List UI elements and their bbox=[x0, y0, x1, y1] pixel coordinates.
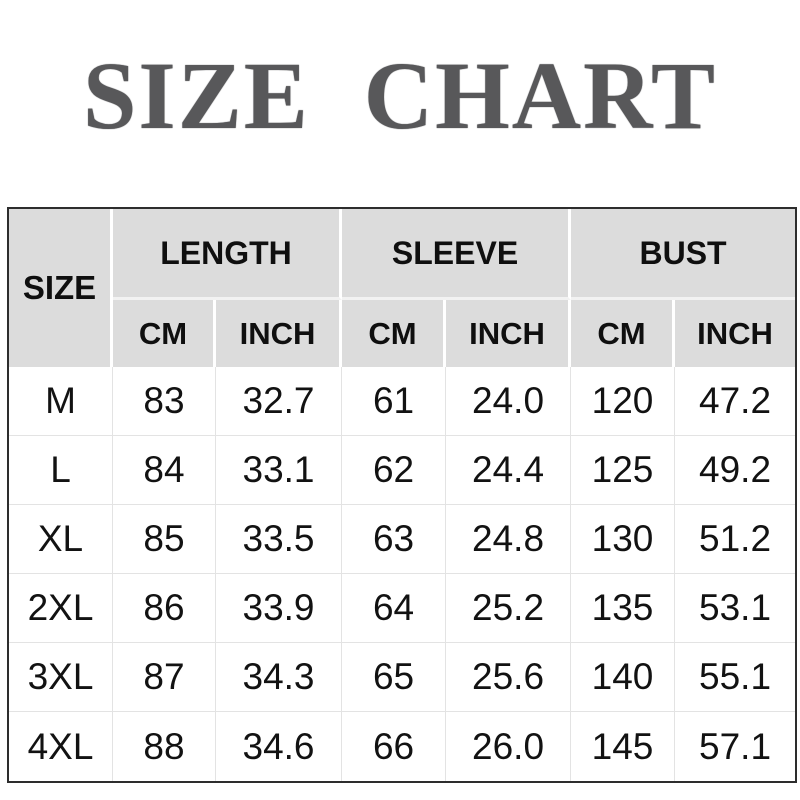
bust-inch-cell: 47.2 bbox=[675, 367, 796, 436]
subheader-sleeve-cm: CM bbox=[342, 300, 447, 367]
subheader-length-inch: INCH bbox=[216, 300, 343, 367]
size-label-cell: 2XL bbox=[9, 574, 113, 643]
sleeve-inch-cell: 25.6 bbox=[446, 643, 572, 712]
size-label-cell: M bbox=[9, 367, 113, 436]
sleeve-inch-cell: 24.8 bbox=[446, 505, 572, 574]
length-inch-cell: 34.6 bbox=[216, 712, 343, 781]
header-length: LENGTH bbox=[113, 209, 343, 300]
size-label-cell: 4XL bbox=[9, 712, 113, 781]
table-row: 3XL 87 34.3 65 25.6 140 55.1 bbox=[9, 643, 796, 712]
bust-cm-cell: 120 bbox=[571, 367, 676, 436]
table-row: M 83 32.7 61 24.0 120 47.2 bbox=[9, 367, 796, 436]
length-cm-cell: 85 bbox=[113, 505, 216, 574]
length-inch-cell: 33.5 bbox=[216, 505, 343, 574]
length-cm-cell: 83 bbox=[113, 367, 216, 436]
bust-inch-cell: 57.1 bbox=[675, 712, 796, 781]
subheader-sleeve-inch: INCH bbox=[446, 300, 572, 367]
subheader-length-cm: CM bbox=[113, 300, 216, 367]
header-sleeve: SLEEVE bbox=[342, 209, 572, 300]
length-inch-cell: 34.3 bbox=[216, 643, 343, 712]
bust-inch-cell: 51.2 bbox=[675, 505, 796, 574]
bust-cm-cell: 125 bbox=[571, 436, 676, 505]
size-chart-table: SIZE LENGTH SLEEVE BUST CM INCH CM INCH … bbox=[7, 207, 798, 783]
sleeve-cm-cell: 66 bbox=[342, 712, 447, 781]
bust-cm-cell: 130 bbox=[571, 505, 676, 574]
sleeve-cm-cell: 61 bbox=[342, 367, 447, 436]
length-inch-cell: 33.1 bbox=[216, 436, 343, 505]
table-row: XL 85 33.5 63 24.8 130 51.2 bbox=[9, 505, 796, 574]
bust-cm-cell: 135 bbox=[571, 574, 676, 643]
sleeve-cm-cell: 62 bbox=[342, 436, 447, 505]
sleeve-inch-cell: 26.0 bbox=[446, 712, 572, 781]
sleeve-cm-cell: 63 bbox=[342, 505, 447, 574]
sleeve-inch-cell: 25.2 bbox=[446, 574, 572, 643]
size-label-cell: XL bbox=[9, 505, 113, 574]
sleeve-cm-cell: 64 bbox=[342, 574, 447, 643]
table-body: M 83 32.7 61 24.0 120 47.2 L 84 33.1 62 … bbox=[9, 367, 796, 781]
length-cm-cell: 88 bbox=[113, 712, 216, 781]
bust-cm-cell: 140 bbox=[571, 643, 676, 712]
table-row: 2XL 86 33.9 64 25.2 135 53.1 bbox=[9, 574, 796, 643]
length-inch-cell: 33.9 bbox=[216, 574, 343, 643]
subheader-bust-cm: CM bbox=[571, 300, 676, 367]
table-row: L 84 33.1 62 24.4 125 49.2 bbox=[9, 436, 796, 505]
size-label-cell: L bbox=[9, 436, 113, 505]
length-cm-cell: 87 bbox=[113, 643, 216, 712]
table-header: SIZE LENGTH SLEEVE BUST CM INCH CM INCH … bbox=[9, 209, 796, 367]
sleeve-cm-cell: 65 bbox=[342, 643, 447, 712]
page-title: SIZE CHART bbox=[82, 42, 718, 149]
length-cm-cell: 84 bbox=[113, 436, 216, 505]
length-cm-cell: 86 bbox=[113, 574, 216, 643]
subheader-bust-inch: INCH bbox=[675, 300, 796, 367]
bust-inch-cell: 49.2 bbox=[675, 436, 796, 505]
length-inch-cell: 32.7 bbox=[216, 367, 343, 436]
bust-inch-cell: 55.1 bbox=[675, 643, 796, 712]
bust-cm-cell: 145 bbox=[571, 712, 676, 781]
table-row: 4XL 88 34.6 66 26.0 145 57.1 bbox=[9, 712, 796, 781]
header-group-row: SIZE LENGTH SLEEVE BUST bbox=[9, 209, 796, 367]
bust-inch-cell: 53.1 bbox=[675, 574, 796, 643]
sleeve-inch-cell: 24.0 bbox=[446, 367, 572, 436]
header-bust: BUST bbox=[571, 209, 796, 300]
sleeve-inch-cell: 24.4 bbox=[446, 436, 572, 505]
header-unit-row: CM INCH CM INCH CM INCH bbox=[9, 300, 796, 367]
header-size: SIZE bbox=[9, 209, 113, 367]
size-label-cell: 3XL bbox=[9, 643, 113, 712]
